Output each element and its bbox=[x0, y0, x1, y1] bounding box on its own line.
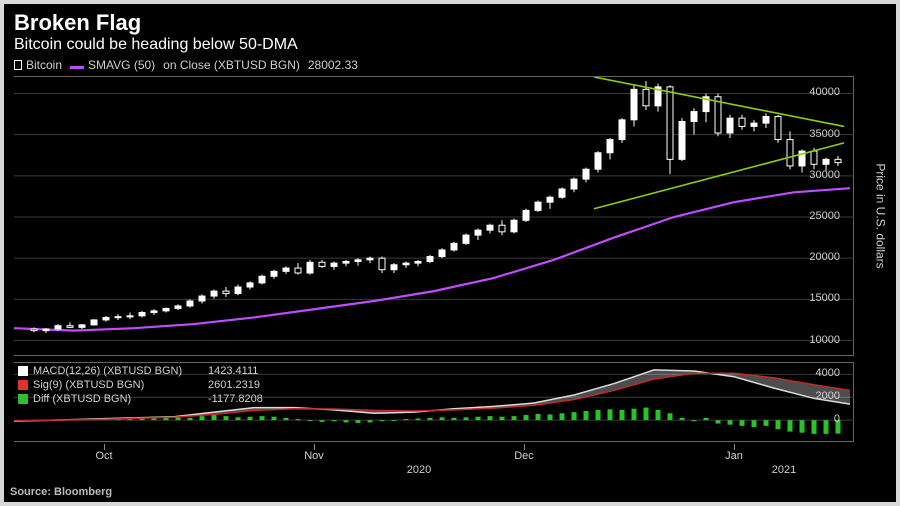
square-swatch-icon bbox=[18, 380, 28, 390]
legend-smavg-label: SMAVG (50) bbox=[88, 58, 155, 72]
x-tick-month: Jan bbox=[725, 450, 743, 462]
y-tick: 30000 bbox=[809, 169, 840, 181]
legend-bitcoin-label: Bitcoin bbox=[26, 58, 62, 72]
line-swatch-icon bbox=[70, 66, 84, 69]
macd-y-tick: 0 bbox=[834, 413, 840, 425]
y-tick: 20000 bbox=[809, 251, 840, 263]
legend-bitcoin: Bitcoin bbox=[14, 58, 62, 72]
x-axis: Oct Nov Dec Jan 2020 2021 bbox=[14, 444, 854, 480]
x-tick-month: Nov bbox=[304, 450, 324, 462]
y-tick: 10000 bbox=[809, 334, 840, 346]
square-swatch-icon bbox=[18, 394, 28, 404]
price-plot bbox=[14, 76, 854, 356]
macd-y-tick: 4000 bbox=[816, 367, 840, 379]
y-tick: 40000 bbox=[809, 86, 840, 98]
macd-legend: MACD(12,26) (XBTUSD BGN) 1423.4111 Sig(9… bbox=[18, 364, 263, 406]
legend-smavg: SMAVG (50) bbox=[70, 58, 155, 72]
macd-legend-diff: Diff (XBTUSD BGN) -1177.8208 bbox=[18, 392, 263, 406]
macd-legend-sig: Sig(9) (XBTUSD BGN) 2601.2319 bbox=[18, 378, 263, 392]
macd-legend-macd: MACD(12,26) (XBTUSD BGN) 1423.4111 bbox=[18, 364, 263, 378]
y-tick: 25000 bbox=[809, 210, 840, 222]
y-axis-label: Price in U.S. dollars bbox=[872, 76, 890, 356]
x-tick-year: 2020 bbox=[407, 464, 431, 476]
y-tick: 15000 bbox=[809, 292, 840, 304]
legend-top: Bitcoin SMAVG (50) on Close (XBTUSD BGN)… bbox=[14, 58, 358, 72]
chart-card: Broken Flag Bitcoin could be heading bel… bbox=[4, 4, 896, 502]
source-label: Source: Bloomberg bbox=[10, 486, 112, 498]
y-tick: 35000 bbox=[809, 128, 840, 140]
candle-swatch-icon bbox=[14, 60, 22, 70]
x-tick-month: Dec bbox=[514, 450, 534, 462]
legend-smavg-value: 28002.33 bbox=[308, 58, 358, 72]
chart-title: Broken Flag bbox=[14, 10, 141, 36]
chart-subtitle: Bitcoin could be heading below 50-DMA bbox=[14, 36, 298, 54]
x-tick-year: 2021 bbox=[772, 464, 796, 476]
legend-smavg-suffix: on Close (XBTUSD BGN) bbox=[163, 58, 300, 72]
square-swatch-icon bbox=[18, 366, 28, 376]
x-tick-month: Oct bbox=[95, 450, 112, 462]
macd-y-tick: 2000 bbox=[816, 390, 840, 402]
